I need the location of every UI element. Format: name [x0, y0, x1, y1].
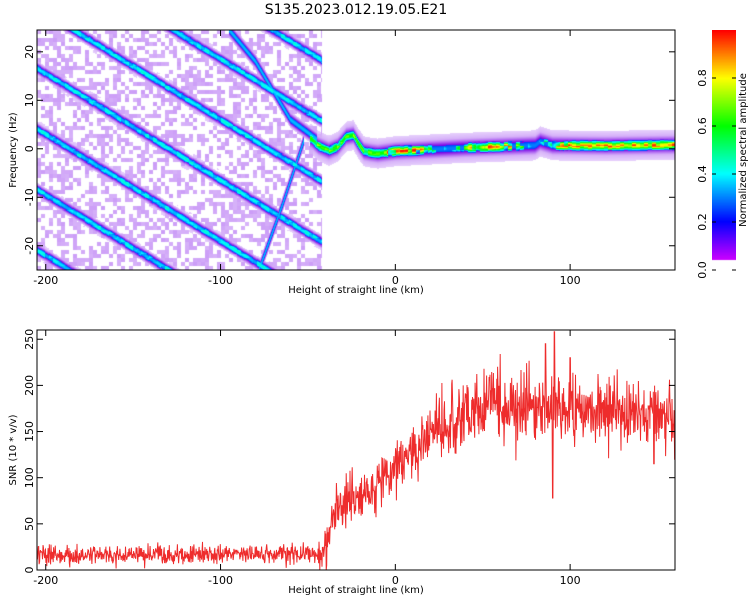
y-tick-label: 0	[23, 567, 36, 574]
figure-title: S135.2023.012.19.05.E21	[265, 2, 448, 18]
y-tick-label: 150	[23, 421, 36, 442]
x-tick-label: -100	[208, 274, 233, 287]
y-tick-label: 0	[23, 145, 36, 152]
snr-frame	[36, 329, 676, 571]
colorbar: 0.0 0.2 0.4 0.6 0.8 Normalized spectral ampl…	[696, 30, 749, 279]
x-tick-label: 0	[392, 274, 399, 287]
y-tick-label: 10	[23, 93, 36, 107]
spectrogram-ylabel: Frequency (Hz)	[8, 112, 19, 188]
snr-xlabel: Height of straight line (km)	[288, 585, 424, 596]
x-tick-label: -200	[33, 574, 58, 587]
x-tick-label: -200	[33, 274, 58, 287]
colorbar-tick-label: 0.4	[696, 165, 709, 183]
y-tick-label: 50	[23, 517, 36, 531]
snr-ticks: -200 -100 0 100 0 50 100 150 200 250	[23, 329, 675, 587]
spectrogram-xlabel: Height of straight line (km)	[288, 285, 424, 296]
spectrogram-frame	[36, 29, 676, 271]
snr-ylabel: SNR (10 * v/v)	[8, 414, 19, 485]
colorbar-tick-label: 0.2	[696, 213, 709, 231]
colorbar-tick-label: 0.8	[696, 69, 709, 87]
x-tick-label: 100	[560, 274, 581, 287]
colorbar-ticks: 0.0 0.2 0.4 0.6 0.8	[696, 69, 736, 279]
x-tick-label: 0	[392, 574, 399, 587]
colorbar-label: Normalized spectral amplitude	[738, 73, 749, 227]
colorbar-tick-label: 0.0	[696, 261, 709, 279]
spectrogram-heatmap	[37, 30, 675, 270]
y-tick-label: 200	[23, 375, 36, 396]
colorbar-gradient	[712, 30, 736, 270]
snr-panel: -200 -100 0 100 0 50 100 150 200 250 Height of st…	[8, 329, 676, 596]
y-tick-label: 100	[23, 467, 36, 488]
y-tick-label: 250	[23, 329, 36, 350]
x-tick-label: -100	[208, 574, 233, 587]
snr-series-line	[37, 331, 675, 570]
colorbar-tick-label: 0.6	[696, 117, 709, 135]
y-tick-label: 20	[23, 45, 36, 59]
x-tick-label: 100	[560, 574, 581, 587]
y-tick-label: -20	[23, 237, 36, 255]
y-tick-label: -10	[23, 188, 36, 206]
